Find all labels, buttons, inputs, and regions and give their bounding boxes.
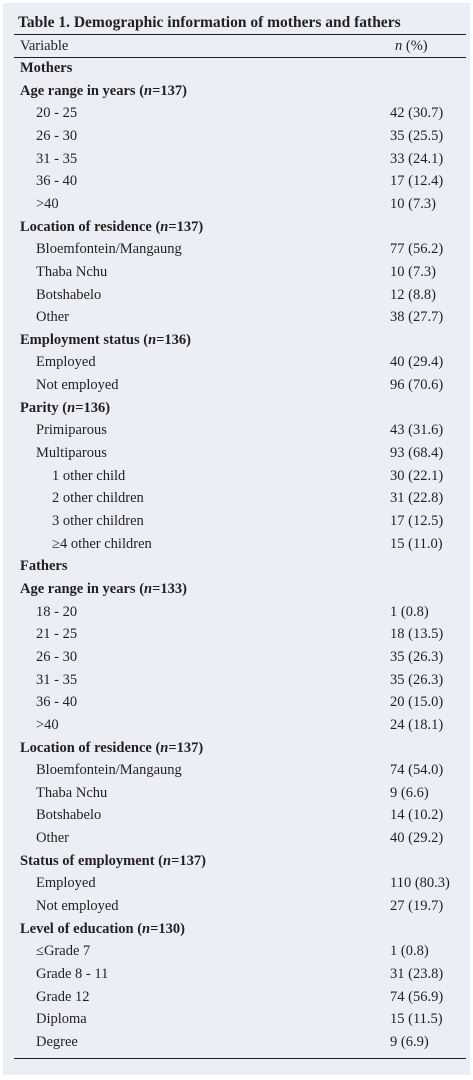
row-label: 18 - 20 <box>36 603 78 620</box>
row-label: 36 - 40 <box>36 173 78 190</box>
row-value: 110 (80.3) <box>390 875 450 892</box>
row-label: 31 - 35 <box>36 150 78 167</box>
rule <box>14 57 466 58</box>
row-value: 12 (8.8) <box>390 286 436 303</box>
group-title: Employment status (n=136) <box>20 331 192 348</box>
row-value: 10 (7.3) <box>390 263 436 280</box>
row-value: 38 (27.7) <box>390 309 444 326</box>
row-value: 35 (25.5) <box>390 127 444 144</box>
row-label: 31 - 35 <box>36 671 78 688</box>
row-label: Other <box>36 309 70 326</box>
row-label: 1 other child <box>52 467 126 484</box>
row-value: 10 (7.3) <box>390 195 436 212</box>
row-label: Employed <box>36 354 96 371</box>
column-header: Variable <box>20 38 69 54</box>
section-title: Fathers <box>20 558 68 575</box>
row-value: 20 (15.0) <box>390 694 444 711</box>
row-value: 35 (26.3) <box>390 671 444 688</box>
row-value: 43 (31.6) <box>390 422 444 439</box>
row-label: 26 - 30 <box>36 127 78 144</box>
row-label: ≤Grade 7 <box>36 943 91 960</box>
row-value: 42 (30.7) <box>390 105 444 122</box>
row-value: 74 (56.9) <box>390 988 444 1005</box>
row-label: >40 <box>36 195 59 212</box>
section-title: Mothers <box>20 60 73 76</box>
row-label: Grade 8 - 11 <box>36 966 109 982</box>
row-label: Thaba Nchu <box>36 263 108 280</box>
row-value: 14 (10.2) <box>390 807 444 824</box>
row-label: >40 <box>36 716 59 733</box>
row-label: Bloemfontein/Mangaung <box>36 241 182 258</box>
row-label: Thaba Nchu <box>36 784 108 801</box>
row-value: 33 (24.1) <box>390 150 444 167</box>
row-label: 2 other children <box>52 490 144 507</box>
rule <box>14 34 466 35</box>
group-title: Location of residence (n=137) <box>20 739 204 756</box>
rule <box>14 1057 466 1059</box>
row-label: 36 - 40 <box>36 694 78 711</box>
group-title: Age range in years (n=137) <box>20 82 187 99</box>
row-label: 20 - 25 <box>36 105 78 122</box>
group-title: Status of employment (n=137) <box>20 852 206 869</box>
row-label: Grade 12 <box>36 988 90 1005</box>
row-label: Employed <box>36 875 96 892</box>
row-value: 15 (11.5) <box>390 1011 443 1028</box>
row-value: 9 (6.6) <box>390 784 429 801</box>
row-value: 18 (13.5) <box>390 626 444 643</box>
row-value: 15 (11.0) <box>390 535 443 552</box>
row-label: Not employed <box>36 898 119 915</box>
group-title: Location of residence (n=137) <box>20 218 204 235</box>
row-value: 77 (56.2) <box>390 241 444 258</box>
row-value: 74 (54.0) <box>390 762 444 779</box>
row-value: 35 (26.3) <box>390 648 444 665</box>
row-value: 24 (18.1) <box>390 716 444 733</box>
row-label: Botshabelo <box>36 807 102 824</box>
row-value: 40 (29.2) <box>390 830 444 847</box>
table-panel: Table 1. Demographic information of moth… <box>3 3 470 1075</box>
row-value: 40 (29.4) <box>390 354 444 371</box>
row-value: 93 (68.4) <box>390 445 444 462</box>
column-header: n (%) <box>395 38 428 54</box>
row-value: 17 (12.4) <box>390 173 444 190</box>
row-value: 9 (6.9) <box>390 1033 429 1050</box>
row-label: Other <box>36 830 70 847</box>
row-value: 31 (22.8) <box>390 490 444 507</box>
row-label: 3 other children <box>52 513 144 529</box>
row-value: 1 (0.8) <box>390 603 429 620</box>
group-title: Parity (n=136) <box>20 399 111 416</box>
row-value: 1 (0.8) <box>390 943 429 960</box>
row-value: 30 (22.1) <box>390 467 444 484</box>
row-value: 27 (19.7) <box>390 898 444 915</box>
row-value: 17 (12.5) <box>390 513 444 529</box>
row-label: 26 - 30 <box>36 648 78 665</box>
row-label: Multiparous <box>36 445 107 462</box>
table-title: Table 1. Demographic information of moth… <box>18 14 401 31</box>
row-label: Diploma <box>36 1011 87 1028</box>
row-label: Botshabelo <box>36 286 102 303</box>
group-title: Age range in years (n=133) <box>20 580 187 597</box>
row-label: Not employed <box>36 377 119 394</box>
row-label: Degree <box>36 1033 78 1050</box>
row-label: Bloemfontein/Mangaung <box>36 762 182 779</box>
row-value: 31 (23.8) <box>390 966 444 982</box>
row-label: ≥4 other children <box>52 535 152 552</box>
group-title: Level of education (n=130) <box>20 920 185 937</box>
row-label: 21 - 25 <box>36 626 78 643</box>
row-value: 96 (70.6) <box>390 377 444 394</box>
row-label: Primiparous <box>36 422 107 439</box>
